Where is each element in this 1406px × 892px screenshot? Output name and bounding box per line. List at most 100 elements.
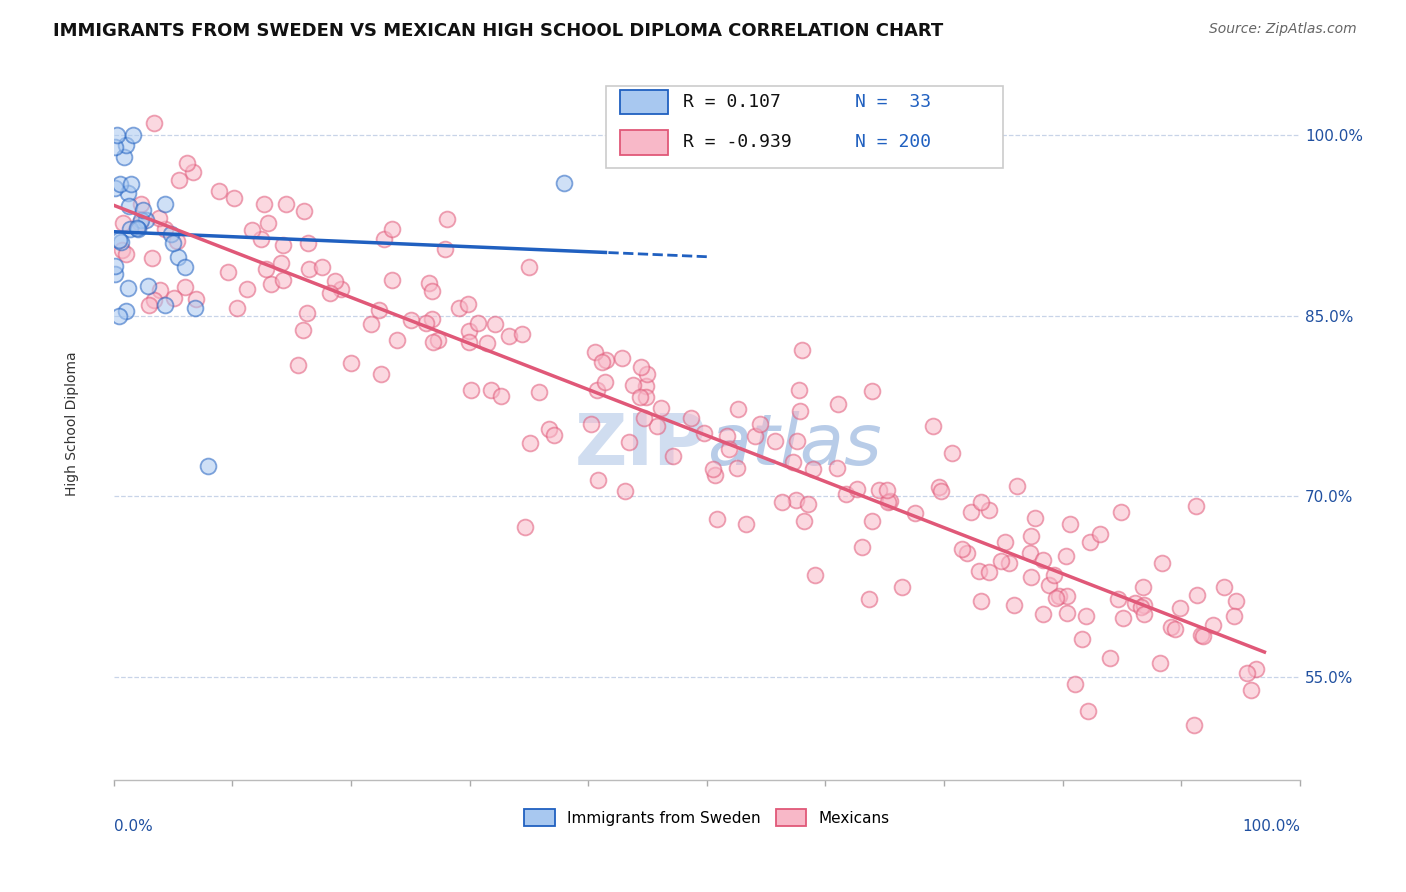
Point bbox=[381, 273, 404, 287]
Point bbox=[1064, 677, 1087, 691]
Point bbox=[519, 436, 541, 450]
Point bbox=[340, 356, 363, 370]
Point bbox=[1056, 589, 1078, 603]
Point bbox=[197, 459, 219, 474]
Point bbox=[1056, 606, 1078, 620]
Point bbox=[553, 176, 575, 190]
Point bbox=[706, 512, 728, 526]
Point bbox=[271, 273, 294, 287]
Point bbox=[467, 316, 489, 330]
Point bbox=[110, 235, 132, 249]
Point bbox=[797, 497, 820, 511]
Point bbox=[610, 351, 633, 366]
Point bbox=[129, 216, 152, 230]
Point bbox=[311, 260, 333, 275]
Point bbox=[990, 554, 1012, 568]
Point bbox=[967, 564, 990, 578]
Point bbox=[484, 318, 506, 332]
Point bbox=[166, 250, 188, 264]
Point bbox=[1076, 608, 1098, 623]
Point bbox=[120, 222, 142, 236]
Point bbox=[1111, 505, 1133, 519]
Point bbox=[527, 384, 550, 399]
Point bbox=[115, 304, 138, 318]
Point bbox=[1078, 535, 1101, 549]
Point bbox=[793, 514, 815, 528]
Point bbox=[804, 568, 827, 582]
Point bbox=[827, 461, 849, 475]
Point bbox=[433, 242, 456, 256]
Point bbox=[1202, 617, 1225, 632]
Legend: Immigrants from Sweden, Mexicans: Immigrants from Sweden, Mexicans bbox=[517, 803, 896, 832]
Point bbox=[634, 390, 657, 404]
Point bbox=[122, 128, 145, 142]
Text: IMMIGRANTS FROM SWEDEN VS MEXICAN HIGH SCHOOL DIPLOMA CORRELATION CHART: IMMIGRANTS FROM SWEDEN VS MEXICAN HIGH S… bbox=[53, 22, 943, 40]
Point bbox=[1024, 510, 1046, 524]
Point bbox=[1123, 597, 1146, 611]
Point bbox=[994, 535, 1017, 549]
Point bbox=[117, 281, 139, 295]
Point bbox=[744, 429, 766, 443]
Point bbox=[770, 494, 793, 508]
Text: N =  33: N = 33 bbox=[855, 93, 931, 111]
Point bbox=[208, 184, 231, 198]
Point bbox=[415, 316, 437, 330]
Point bbox=[588, 473, 610, 487]
Point bbox=[716, 429, 738, 443]
FancyBboxPatch shape bbox=[620, 130, 668, 154]
Point bbox=[928, 480, 950, 494]
Point bbox=[1129, 600, 1152, 615]
Point bbox=[846, 482, 869, 496]
Point bbox=[367, 302, 389, 317]
FancyBboxPatch shape bbox=[606, 87, 1004, 168]
Point bbox=[298, 261, 321, 276]
Point bbox=[107, 233, 129, 247]
Point bbox=[619, 435, 641, 450]
Point bbox=[1099, 651, 1122, 665]
Point bbox=[1045, 591, 1067, 606]
Point bbox=[138, 279, 160, 293]
Point bbox=[297, 306, 319, 320]
Point bbox=[132, 203, 155, 218]
Point bbox=[922, 419, 945, 434]
Point bbox=[381, 221, 404, 235]
Point bbox=[1107, 591, 1129, 606]
Point bbox=[475, 336, 498, 351]
Point bbox=[110, 177, 132, 191]
Point bbox=[420, 284, 443, 298]
Point bbox=[163, 292, 186, 306]
Point bbox=[1182, 718, 1205, 732]
Point bbox=[703, 468, 725, 483]
Point bbox=[959, 505, 981, 519]
Point bbox=[292, 323, 315, 337]
Point bbox=[1019, 546, 1042, 560]
Point bbox=[1007, 479, 1029, 493]
Point bbox=[1240, 683, 1263, 698]
Point bbox=[591, 355, 613, 369]
Point bbox=[904, 506, 927, 520]
Point bbox=[270, 255, 292, 269]
Point bbox=[141, 251, 163, 265]
Text: atlas: atlas bbox=[707, 411, 882, 480]
Point bbox=[1223, 609, 1246, 624]
Point bbox=[929, 483, 952, 498]
Point bbox=[181, 164, 204, 178]
Point bbox=[1019, 570, 1042, 584]
Point bbox=[789, 404, 811, 418]
Point bbox=[426, 334, 449, 348]
Point bbox=[860, 514, 883, 528]
Point bbox=[104, 267, 127, 281]
Point bbox=[586, 383, 609, 397]
FancyBboxPatch shape bbox=[620, 90, 668, 114]
Point bbox=[785, 493, 807, 508]
Point bbox=[153, 197, 176, 211]
Point bbox=[645, 418, 668, 433]
Point bbox=[702, 462, 724, 476]
Point bbox=[323, 274, 346, 288]
Point bbox=[498, 329, 520, 343]
Point bbox=[1187, 588, 1209, 602]
Point bbox=[1042, 568, 1064, 582]
Point bbox=[681, 410, 703, 425]
Point bbox=[162, 236, 184, 251]
Point bbox=[217, 265, 239, 279]
